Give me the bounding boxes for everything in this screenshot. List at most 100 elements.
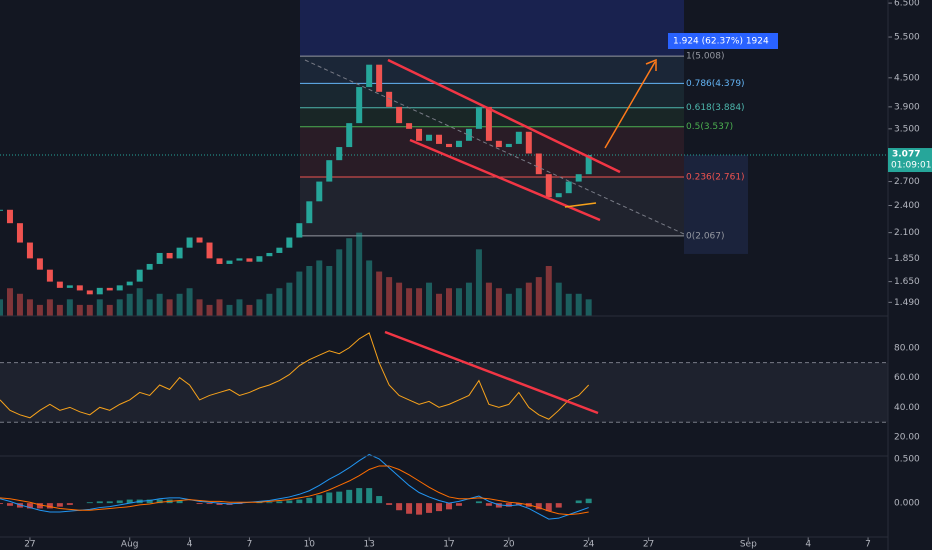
candle bbox=[406, 123, 413, 129]
candle bbox=[545, 174, 552, 198]
macd-tick-label: 0.500 bbox=[894, 454, 920, 464]
volume-bar bbox=[455, 288, 462, 316]
candle bbox=[515, 131, 522, 144]
x-tick-label: 7 bbox=[865, 540, 871, 550]
candle bbox=[296, 223, 303, 238]
macd-hist bbox=[485, 503, 492, 506]
macd-hist bbox=[116, 500, 123, 504]
candle bbox=[66, 285, 73, 288]
y-tick-label: 6.500 bbox=[894, 0, 920, 9]
macd-hist bbox=[366, 488, 373, 504]
macd-hist bbox=[286, 500, 293, 504]
arrow bbox=[604, 61, 656, 149]
volume-bar bbox=[465, 282, 472, 316]
candle bbox=[166, 252, 173, 259]
fib-label: 0.786(4.379) bbox=[686, 79, 745, 89]
y-tick-label: 1.490 bbox=[894, 298, 920, 308]
x-tick-label: 17 bbox=[443, 540, 454, 550]
fib-zone bbox=[300, 177, 684, 236]
candle bbox=[136, 269, 143, 282]
candle bbox=[106, 287, 113, 291]
volume-bar bbox=[406, 288, 413, 316]
macd-hist bbox=[206, 503, 213, 505]
volume-bar bbox=[86, 304, 93, 316]
fib-label: 1(5.008) bbox=[686, 52, 725, 62]
macd-hist bbox=[346, 489, 353, 504]
volume-bar bbox=[575, 293, 582, 316]
macd-hist bbox=[276, 501, 283, 504]
macd-hist bbox=[176, 500, 183, 504]
macd-hist bbox=[306, 497, 313, 504]
volume-bar bbox=[416, 288, 423, 316]
y-tick-label: 2.700 bbox=[894, 177, 920, 187]
volume-bar bbox=[396, 282, 403, 316]
candle bbox=[505, 143, 512, 148]
candle bbox=[555, 193, 562, 198]
candle bbox=[475, 106, 482, 129]
volume-bar bbox=[346, 238, 353, 316]
x-tick-label: 27 bbox=[24, 540, 35, 550]
candle bbox=[326, 160, 333, 182]
volume-bar bbox=[226, 304, 233, 316]
macd-hist bbox=[396, 503, 403, 511]
volume-bar bbox=[485, 282, 492, 316]
candle bbox=[46, 269, 53, 282]
macd-hist bbox=[156, 499, 163, 504]
y-tick-label: 3.900 bbox=[894, 102, 920, 112]
candle bbox=[495, 140, 502, 148]
macd-hist bbox=[386, 503, 393, 505]
fib-label: 0(2.067) bbox=[686, 231, 725, 241]
candle bbox=[246, 258, 253, 262]
volume-bar bbox=[386, 277, 393, 316]
rsi-trend bbox=[384, 330, 599, 415]
fib-label: 0.5(3.537) bbox=[686, 122, 733, 132]
candle bbox=[565, 181, 572, 194]
volume-bar bbox=[106, 304, 113, 316]
candle bbox=[266, 252, 273, 257]
candle bbox=[116, 285, 123, 291]
volume-bar bbox=[206, 304, 213, 316]
candle bbox=[436, 134, 443, 144]
volume-bar bbox=[36, 304, 43, 316]
candle bbox=[316, 181, 323, 202]
macd-hist bbox=[376, 496, 383, 504]
volume-bar bbox=[266, 293, 273, 316]
macd-hist bbox=[585, 498, 592, 504]
volume-bar bbox=[436, 293, 443, 316]
candle bbox=[186, 237, 193, 248]
volume-bar bbox=[555, 282, 562, 316]
candle bbox=[485, 106, 492, 141]
macd-hist bbox=[445, 503, 452, 510]
labels: 1.924 (62.37%) 1924 1(5.008) 0.786(4.379)… bbox=[24, 0, 932, 550]
macd-hist bbox=[475, 501, 482, 504]
macd-hist bbox=[545, 503, 552, 512]
rsi-line bbox=[0, 332, 590, 420]
support-line bbox=[564, 202, 597, 208]
candle bbox=[216, 258, 223, 264]
volume-bar bbox=[66, 299, 73, 316]
macd-hist bbox=[36, 503, 43, 509]
macd-hist bbox=[106, 501, 113, 504]
volume-bar bbox=[515, 288, 522, 316]
macd-hist bbox=[266, 502, 273, 504]
x-tick-label: 27 bbox=[643, 540, 654, 550]
volume-bar bbox=[426, 282, 433, 316]
candle bbox=[356, 87, 363, 124]
candle bbox=[56, 281, 63, 288]
volume-bar bbox=[76, 304, 83, 316]
macd-hist bbox=[406, 503, 413, 514]
measure-zone bbox=[300, 0, 684, 57]
candle bbox=[236, 258, 243, 261]
candle bbox=[396, 106, 403, 124]
candle bbox=[6, 209, 13, 224]
volume-bar bbox=[246, 304, 253, 316]
macd-hist bbox=[196, 503, 203, 505]
candle bbox=[206, 242, 213, 259]
measure-zone bbox=[684, 155, 748, 254]
candle bbox=[156, 252, 163, 264]
volume-bar bbox=[136, 288, 143, 316]
macd-hist bbox=[336, 491, 343, 504]
y-tick-label: 2.400 bbox=[894, 201, 920, 211]
